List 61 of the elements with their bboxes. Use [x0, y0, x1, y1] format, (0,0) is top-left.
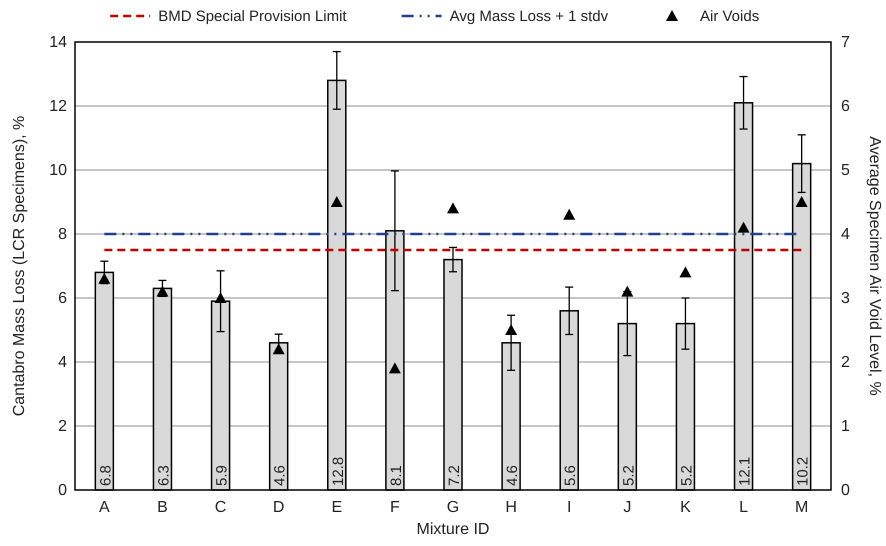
- x-tick-label: C: [214, 499, 226, 516]
- legend-label: Air Voids: [700, 8, 760, 25]
- y2-tick-label: 0: [841, 482, 850, 499]
- data-label: 5.9: [214, 465, 231, 486]
- data-label: 5.2: [678, 465, 696, 486]
- x-tick-label: H: [505, 499, 517, 516]
- y-tick-label: 4: [58, 354, 68, 371]
- point: [272, 343, 285, 354]
- x-tick-label: B: [157, 499, 168, 516]
- y2-tick-label: 4: [841, 226, 850, 243]
- x-tick-label: I: [566, 499, 572, 516]
- y-tick-label: 8: [58, 226, 68, 243]
- point: [796, 196, 808, 207]
- point: [738, 222, 750, 233]
- data-label: 5.2: [620, 465, 638, 486]
- data-label: 4.6: [504, 465, 522, 486]
- y2-tick-label: 2: [841, 354, 850, 371]
- point: [505, 324, 518, 335]
- point: [447, 202, 459, 214]
- legend-label: Avg Mass Loss + 1 stdv: [450, 8, 609, 25]
- data-label: 10.2: [794, 456, 812, 486]
- data-label: 4.6: [272, 465, 289, 486]
- point: [679, 266, 692, 278]
- data-label: 6.8: [97, 465, 114, 486]
- point: [214, 292, 227, 303]
- y-tick-label: 12: [49, 98, 68, 115]
- legend-label: BMD Special Provision Limit: [158, 8, 348, 25]
- data-label: 12.8: [330, 456, 347, 486]
- data-label: 7.2: [446, 465, 463, 486]
- x-tick-label: K: [680, 499, 692, 516]
- x-tick-label: J: [623, 499, 632, 516]
- y-tick-label: 6: [58, 290, 68, 307]
- x-tick-label: M: [794, 499, 808, 516]
- x-tick-label: G: [446, 499, 460, 516]
- y-axis-title: Cantabro Mass Loss (LCR Specimens), %: [11, 116, 28, 416]
- point: [388, 362, 401, 374]
- y-tick-label: 2: [58, 418, 68, 435]
- x-tick-label: D: [272, 499, 284, 516]
- x-tick-label: E: [331, 499, 342, 516]
- point: [98, 272, 110, 284]
- data-label: 5.6: [562, 465, 580, 486]
- data-label: 12.1: [736, 456, 754, 486]
- point: [330, 196, 343, 207]
- point: [563, 208, 576, 220]
- y-tick-label: 0: [58, 482, 68, 499]
- y2-axis-title: Average Specimen Air Void Level, %: [866, 136, 883, 396]
- y2-tick-label: 1: [841, 418, 850, 435]
- y-tick-label: 14: [49, 34, 68, 51]
- y2-tick-label: 6: [841, 98, 850, 115]
- point: [156, 286, 168, 297]
- y2-tick-label: 5: [841, 162, 850, 179]
- point: [621, 286, 634, 297]
- x-tick-label: A: [99, 499, 110, 516]
- x-axis-title: Mixture ID: [416, 521, 490, 538]
- y-tick-label: 10: [49, 162, 68, 179]
- y2-tick-label: 7: [841, 34, 850, 51]
- x-tick-label: F: [390, 499, 400, 516]
- data-label: 8.1: [388, 465, 405, 486]
- x-tick-label: L: [739, 499, 748, 516]
- data-label: 6.3: [155, 465, 172, 486]
- y2-tick-label: 3: [841, 290, 850, 307]
